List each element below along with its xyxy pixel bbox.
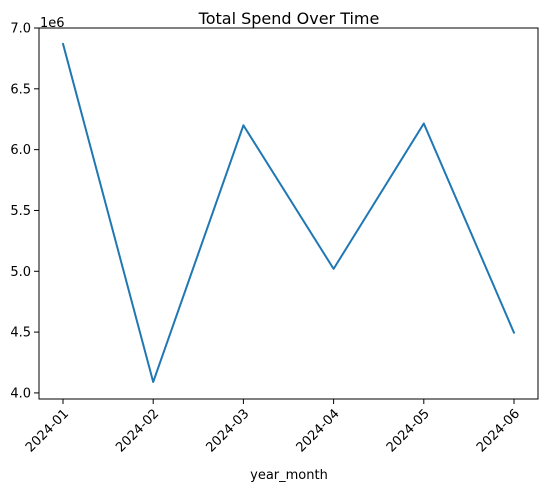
y-tick-label: 5.5 [10, 204, 31, 219]
data-point [333, 268, 335, 270]
data-point [513, 332, 515, 334]
y-axis-offset-label: 1e6 [40, 16, 65, 31]
y-tick-label: 5.0 [10, 265, 31, 280]
data-point [62, 43, 64, 45]
data-point [423, 122, 425, 124]
y-tick-label: 4.5 [10, 326, 31, 341]
y-tick-label: 7.0 [10, 22, 31, 37]
chart-title: Total Spend Over Time [198, 9, 380, 28]
y-tick-label: 4.0 [10, 386, 31, 401]
data-point [152, 381, 154, 383]
x-axis-label: year_month [250, 468, 328, 483]
data-point [242, 124, 244, 126]
y-tick-label: 6.5 [10, 82, 31, 97]
y-tick-label: 6.0 [10, 143, 31, 158]
